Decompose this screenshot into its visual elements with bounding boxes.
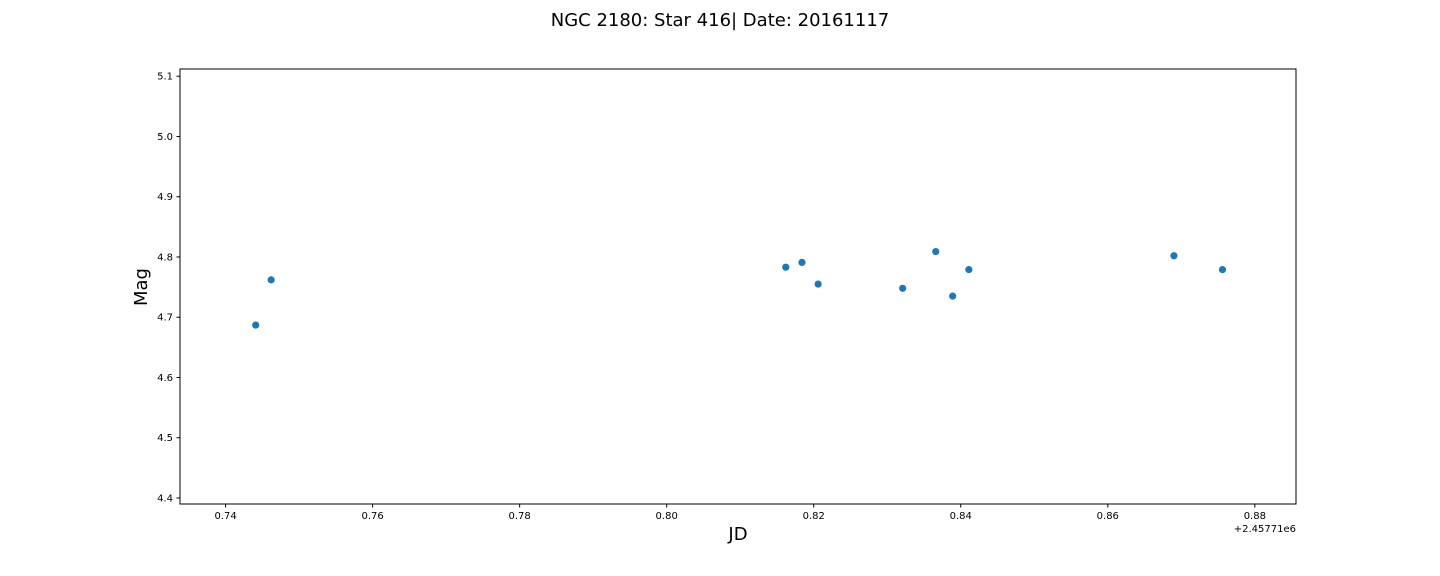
y-tick-label: 4.5 [157, 433, 173, 444]
x-tick-label: 0.86 [1097, 511, 1119, 522]
y-tick-label: 5.0 [157, 132, 173, 143]
x-tick-label: 0.74 [214, 511, 236, 522]
x-tick-label: 0.78 [509, 511, 531, 522]
y-tick-label: 4.4 [157, 493, 173, 504]
data-point [1218, 266, 1227, 274]
x-axis-offset-label: +2.45771e6 [1234, 524, 1296, 535]
data-point [949, 292, 957, 300]
x-tick-label: 0.84 [950, 511, 972, 522]
data-point [782, 263, 790, 271]
y-axis: 4.4 4.5 4.6 4.7 4.8 4.9 5.0 5.1 [157, 72, 180, 504]
data-point [252, 321, 260, 329]
data-points [252, 247, 1227, 329]
y-tick-label: 4.9 [157, 192, 173, 203]
data-point [932, 247, 940, 256]
data-point [1170, 252, 1178, 260]
x-tick-label: 0.76 [361, 511, 383, 522]
x-tick-label: 0.88 [1244, 511, 1266, 522]
y-tick-label: 5.1 [157, 72, 173, 83]
data-point [899, 284, 907, 292]
y-tick-label: 4.6 [157, 373, 173, 384]
x-axis: 0.74 0.76 0.78 0.80 0.82 0.84 0.86 0.88 [214, 504, 1266, 522]
plot-frame [179, 68, 1297, 505]
x-tick-label: 0.80 [656, 511, 678, 522]
data-point [267, 276, 275, 284]
data-point [814, 280, 822, 288]
y-tick-label: 4.8 [157, 252, 173, 263]
chart-title: NGC 2180: Star 416| Date: 20161117 [551, 10, 890, 31]
data-point [965, 266, 973, 274]
y-axis-title: Mag [131, 268, 152, 306]
y-tick-label: 4.7 [157, 313, 173, 324]
x-axis-title: JD [727, 524, 747, 545]
x-tick-label: 0.82 [803, 511, 825, 522]
data-point [798, 258, 806, 267]
